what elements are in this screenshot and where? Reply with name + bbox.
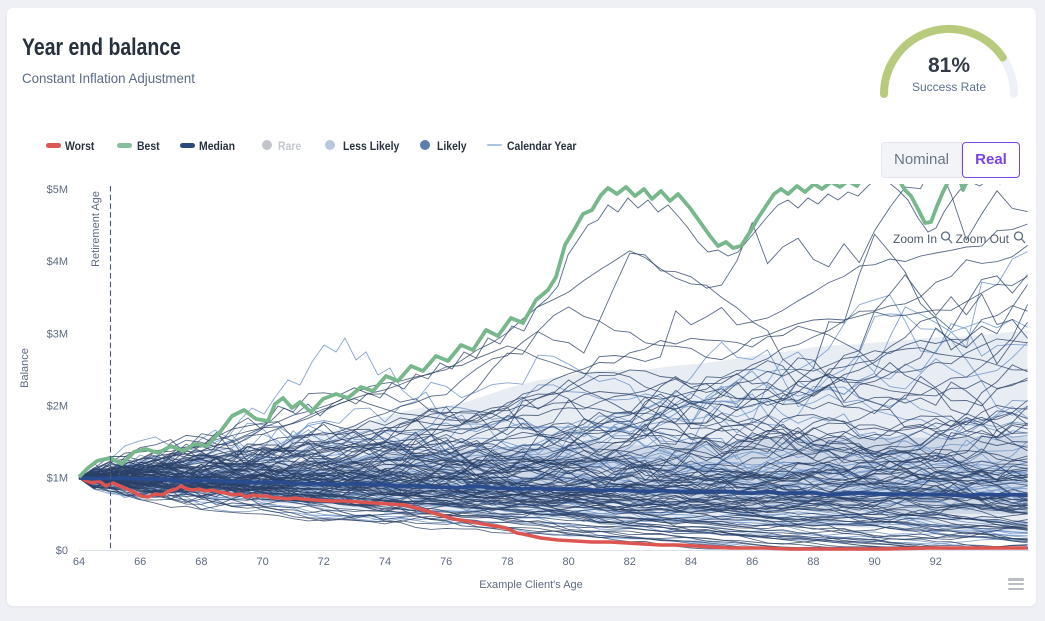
svg-text:92: 92 xyxy=(930,556,942,568)
svg-text:76: 76 xyxy=(440,556,452,568)
svg-text:86: 86 xyxy=(746,556,758,568)
svg-text:88: 88 xyxy=(807,556,819,568)
svg-text:80: 80 xyxy=(562,556,574,568)
svg-text:70: 70 xyxy=(256,556,268,568)
svg-text:$1M: $1M xyxy=(47,473,68,485)
svg-text:66: 66 xyxy=(134,556,146,568)
svg-text:78: 78 xyxy=(501,556,513,568)
svg-text:$0: $0 xyxy=(56,545,68,557)
svg-text:Example Client's Age: Example Client's Age xyxy=(479,579,583,591)
svg-text:Zoom In: Zoom In xyxy=(893,232,937,246)
svg-text:84: 84 xyxy=(685,556,697,568)
svg-text:Retirement Age: Retirement Age xyxy=(90,191,102,267)
svg-text:68: 68 xyxy=(195,556,207,568)
svg-text:$5M: $5M xyxy=(47,184,68,196)
svg-text:$3M: $3M xyxy=(47,328,68,340)
svg-text:74: 74 xyxy=(379,556,391,568)
svg-text:Zoom Out: Zoom Out xyxy=(956,232,1010,246)
svg-text:$4M: $4M xyxy=(47,256,68,268)
svg-text:82: 82 xyxy=(624,556,636,568)
svg-text:90: 90 xyxy=(868,556,880,568)
svg-text:Balance: Balance xyxy=(19,348,31,388)
svg-text:$2M: $2M xyxy=(47,401,68,413)
svg-text:64: 64 xyxy=(73,556,85,568)
svg-text:72: 72 xyxy=(318,556,330,568)
